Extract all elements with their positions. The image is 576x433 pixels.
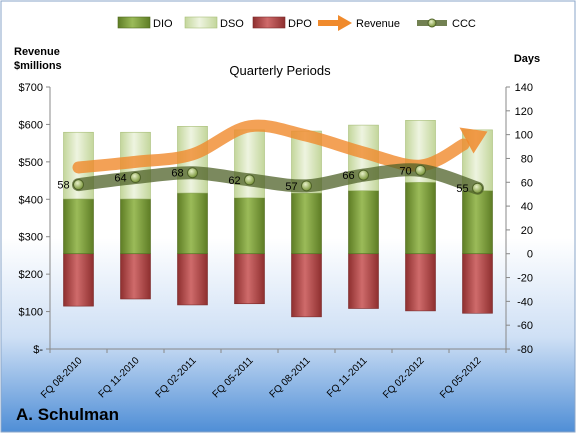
left-tick-label: $200	[19, 269, 43, 281]
left-tick-label: $100	[19, 307, 43, 319]
legend-label: DIO	[153, 18, 173, 30]
revenue-arrowhead	[459, 127, 488, 154]
right-tick-label: 0	[527, 249, 533, 261]
right-tick-label: 40	[521, 201, 533, 213]
left-tick-label: $600	[19, 119, 43, 131]
ccc-data-label: 66	[342, 170, 354, 182]
legend-label: Revenue	[356, 18, 400, 30]
left-axis-title: Revenue $millions	[14, 46, 62, 72]
ccc-data-label: 57	[285, 181, 297, 193]
dpo-bar	[177, 253, 208, 306]
dpo-bar	[405, 253, 436, 312]
left-tick-label: $700	[19, 82, 43, 94]
legend-swatch	[117, 16, 151, 29]
legend-swatch	[338, 15, 352, 31]
dio-bar	[462, 190, 493, 255]
ccc-data-label: 64	[114, 173, 126, 185]
right-tick-label: 100	[515, 130, 533, 142]
dio-bar	[348, 190, 379, 255]
legend-swatch	[252, 16, 286, 29]
left-tick-label: $500	[19, 157, 43, 169]
legend-swatch	[184, 16, 218, 29]
left-tick-label: $300	[19, 232, 43, 244]
legend-label: DSO	[220, 18, 244, 30]
right-tick-label: 80	[521, 153, 533, 165]
right-tick-label: 20	[521, 225, 533, 237]
ccc-point	[472, 182, 483, 194]
chart-title: Quarterly Periods	[229, 63, 331, 78]
dpo-bar	[291, 253, 322, 318]
left-tick-label: $-	[33, 344, 43, 356]
left-tick-label: $400	[19, 194, 43, 206]
company-name: A. Schulman	[16, 405, 119, 424]
legend-label: CCC	[452, 18, 476, 30]
dpo-bar	[234, 253, 265, 305]
right-axis-title: Days	[514, 53, 540, 65]
dio-bar	[177, 192, 208, 255]
ccc-point	[415, 164, 426, 176]
ccc-data-label: 58	[57, 180, 69, 192]
dpo-bar	[348, 253, 379, 309]
right-tick-label: 120	[515, 106, 533, 118]
right-tick-label: -20	[517, 273, 533, 285]
ccc-point	[73, 179, 84, 191]
ccc-point	[244, 174, 255, 186]
dio-bar	[63, 198, 94, 255]
dio-bar	[405, 181, 436, 255]
ccc-series: 58 64 68 62 57 66 70 55	[57, 163, 484, 195]
dio-bar	[120, 198, 151, 255]
legend-label: DPO	[288, 18, 312, 30]
dpo-bar	[63, 253, 94, 307]
ccc-data-label: 55	[456, 183, 468, 195]
dpo-bar	[120, 253, 151, 300]
right-tick-label: 60	[521, 177, 533, 189]
dio-bar	[234, 197, 265, 255]
legend: DIO DSO DPO Revenue CCC	[117, 15, 476, 31]
right-tick-label: -40	[517, 296, 533, 308]
ccc-point	[358, 169, 369, 181]
ccc-point	[130, 172, 141, 184]
ccc-data-label: 68	[171, 168, 183, 180]
right-tick-label: 140	[515, 82, 533, 94]
legend-swatch	[427, 18, 437, 28]
dio-bar	[291, 192, 322, 255]
ccc-data-label: 70	[399, 165, 411, 177]
ccc-data-label: 62	[228, 175, 240, 187]
ccc-point	[187, 167, 198, 179]
right-tick-label: -60	[517, 320, 533, 332]
ccc-point	[301, 180, 312, 192]
right-tick-label: -80	[517, 344, 533, 356]
dpo-bar	[462, 253, 493, 314]
